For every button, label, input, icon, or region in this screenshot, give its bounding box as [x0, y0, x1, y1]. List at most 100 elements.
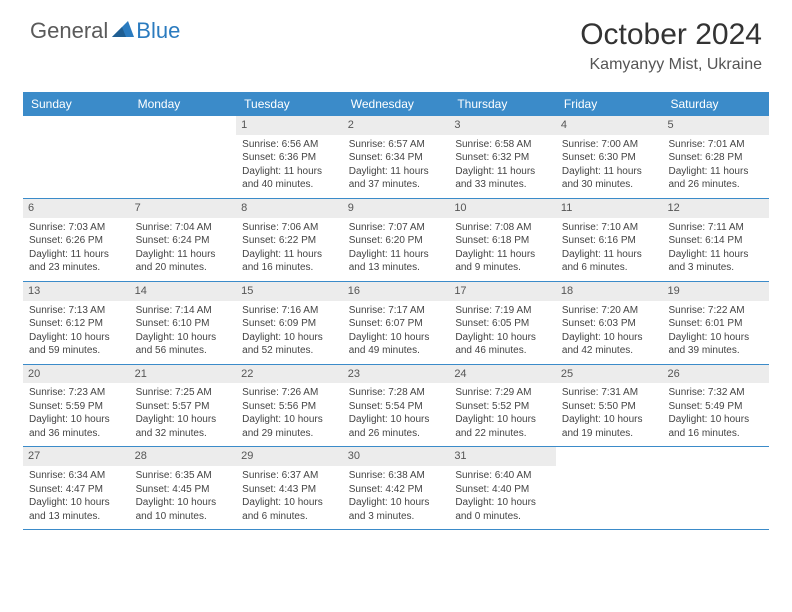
daylight-text: Daylight: 10 hours and 26 minutes. — [349, 413, 444, 440]
weekday-label: Sunday — [23, 92, 130, 116]
sunrise-text: Sunrise: 7:25 AM — [136, 386, 231, 400]
day-number: 9 — [343, 199, 450, 218]
sunrise-text: Sunrise: 7:11 AM — [668, 221, 763, 235]
day-cell: 1 Sunrise: 6:56 AMSunset: 6:36 PMDaylight… — [236, 116, 343, 198]
sunset-text: Sunset: 4:40 PM — [455, 483, 550, 497]
daylight-text: Daylight: 11 hours and 9 minutes. — [455, 248, 550, 275]
day-number: 5 — [662, 116, 769, 135]
weekday-label: Wednesday — [343, 92, 450, 116]
day-cell — [23, 116, 130, 198]
calendar: Sunday Monday Tuesday Wednesday Thursday… — [23, 92, 769, 530]
sunset-text: Sunset: 6:22 PM — [242, 234, 337, 248]
sunset-text: Sunset: 6:16 PM — [562, 234, 657, 248]
week-row: 27Sunrise: 6:34 AMSunset: 4:47 PMDayligh… — [23, 447, 769, 530]
sunset-text: Sunset: 6:09 PM — [242, 317, 337, 331]
sunset-text: Sunset: 6:12 PM — [29, 317, 124, 331]
sunrise-text: Sunrise: 7:14 AM — [136, 304, 231, 318]
sunrise-text: Sunrise: 6:34 AM — [29, 469, 124, 483]
week-row: 6Sunrise: 7:03 AMSunset: 6:26 PMDaylight… — [23, 199, 769, 282]
sunset-text: Sunset: 6:18 PM — [455, 234, 550, 248]
sunrise-text: Sunrise: 7:28 AM — [349, 386, 444, 400]
day-number: 22 — [236, 365, 343, 384]
daylight-text: Daylight: 10 hours and 56 minutes. — [136, 331, 231, 358]
sunrise-text: Sunrise: 6:38 AM — [349, 469, 444, 483]
sunrise-text: Sunrise: 6:37 AM — [242, 469, 337, 483]
day-cell: 15Sunrise: 7:16 AMSunset: 6:09 PMDayligh… — [236, 282, 343, 364]
day-cell: 24Sunrise: 7:29 AMSunset: 5:52 PMDayligh… — [449, 365, 556, 447]
daylight-text: Daylight: 11 hours and 23 minutes. — [29, 248, 124, 275]
sunset-text: Sunset: 6:28 PM — [668, 151, 763, 165]
sunrise-text: Sunrise: 7:00 AM — [562, 138, 657, 152]
daylight-text: Daylight: 10 hours and 42 minutes. — [562, 331, 657, 358]
day-cell: 31Sunrise: 6:40 AMSunset: 4:40 PMDayligh… — [449, 447, 556, 529]
sunrise-text: Sunrise: 6:56 AM — [242, 138, 337, 152]
month-title: October 2024 — [580, 18, 762, 52]
daylight-text: Daylight: 10 hours and 39 minutes. — [668, 331, 763, 358]
daylight-text: Daylight: 11 hours and 20 minutes. — [136, 248, 231, 275]
weekday-label: Friday — [556, 92, 663, 116]
day-number: 20 — [23, 365, 130, 384]
day-number: 6 — [23, 199, 130, 218]
sunset-text: Sunset: 5:54 PM — [349, 400, 444, 414]
weekday-label: Tuesday — [236, 92, 343, 116]
daylight-text: Daylight: 10 hours and 59 minutes. — [29, 331, 124, 358]
day-cell: 20Sunrise: 7:23 AMSunset: 5:59 PMDayligh… — [23, 365, 130, 447]
daylight-text: Daylight: 11 hours and 40 minutes. — [242, 165, 337, 192]
daylight-text: Daylight: 10 hours and 13 minutes. — [29, 496, 124, 523]
sunset-text: Sunset: 6:36 PM — [242, 151, 337, 165]
sunset-text: Sunset: 5:50 PM — [562, 400, 657, 414]
day-number: 25 — [556, 365, 663, 384]
day-cell: 7Sunrise: 7:04 AMSunset: 6:24 PMDaylight… — [130, 199, 237, 281]
sunrise-text: Sunrise: 7:22 AM — [668, 304, 763, 318]
sunset-text: Sunset: 5:56 PM — [242, 400, 337, 414]
daylight-text: Daylight: 10 hours and 29 minutes. — [242, 413, 337, 440]
day-number: 8 — [236, 199, 343, 218]
logo-text-blue: Blue — [136, 18, 180, 44]
sunset-text: Sunset: 6:03 PM — [562, 317, 657, 331]
daylight-text: Daylight: 11 hours and 33 minutes. — [455, 165, 550, 192]
weekday-label: Thursday — [449, 92, 556, 116]
daylight-text: Daylight: 11 hours and 3 minutes. — [668, 248, 763, 275]
day-number: 1 — [236, 116, 343, 135]
sunset-text: Sunset: 6:34 PM — [349, 151, 444, 165]
daylight-text: Daylight: 10 hours and 22 minutes. — [455, 413, 550, 440]
weekday-header-row: Sunday Monday Tuesday Wednesday Thursday… — [23, 92, 769, 116]
day-number: 10 — [449, 199, 556, 218]
day-cell: 3Sunrise: 6:58 AMSunset: 6:32 PMDaylight… — [449, 116, 556, 198]
sunrise-text: Sunrise: 7:26 AM — [242, 386, 337, 400]
daylight-text: Daylight: 10 hours and 10 minutes. — [136, 496, 231, 523]
day-cell: 21Sunrise: 7:25 AMSunset: 5:57 PMDayligh… — [130, 365, 237, 447]
sunrise-text: Sunrise: 7:31 AM — [562, 386, 657, 400]
sunset-text: Sunset: 5:52 PM — [455, 400, 550, 414]
day-number: 7 — [130, 199, 237, 218]
daylight-text: Daylight: 10 hours and 32 minutes. — [136, 413, 231, 440]
day-number: 11 — [556, 199, 663, 218]
day-cell: 10Sunrise: 7:08 AMSunset: 6:18 PMDayligh… — [449, 199, 556, 281]
day-cell: 27Sunrise: 6:34 AMSunset: 4:47 PMDayligh… — [23, 447, 130, 529]
day-cell: 5Sunrise: 7:01 AMSunset: 6:28 PMDaylight… — [662, 116, 769, 198]
day-number: 28 — [130, 447, 237, 466]
weekday-label: Saturday — [662, 92, 769, 116]
daylight-text: Daylight: 11 hours and 6 minutes. — [562, 248, 657, 275]
sunrise-text: Sunrise: 7:23 AM — [29, 386, 124, 400]
sunrise-text: Sunrise: 7:13 AM — [29, 304, 124, 318]
sunset-text: Sunset: 5:49 PM — [668, 400, 763, 414]
day-cell: 19Sunrise: 7:22 AMSunset: 6:01 PMDayligh… — [662, 282, 769, 364]
daylight-text: Daylight: 11 hours and 13 minutes. — [349, 248, 444, 275]
sunrise-text: Sunrise: 7:17 AM — [349, 304, 444, 318]
day-cell: 26Sunrise: 7:32 AMSunset: 5:49 PMDayligh… — [662, 365, 769, 447]
day-cell: 2Sunrise: 6:57 AMSunset: 6:34 PMDaylight… — [343, 116, 450, 198]
triangle-icon — [112, 21, 134, 42]
sunrise-text: Sunrise: 6:35 AM — [136, 469, 231, 483]
day-number: 26 — [662, 365, 769, 384]
sunset-text: Sunset: 6:32 PM — [455, 151, 550, 165]
daylight-text: Daylight: 11 hours and 30 minutes. — [562, 165, 657, 192]
day-number: 13 — [23, 282, 130, 301]
day-number: 21 — [130, 365, 237, 384]
daylight-text: Daylight: 10 hours and 3 minutes. — [349, 496, 444, 523]
sunset-text: Sunset: 5:59 PM — [29, 400, 124, 414]
weekday-label: Monday — [130, 92, 237, 116]
sunrise-text: Sunrise: 7:03 AM — [29, 221, 124, 235]
sunrise-text: Sunrise: 7:06 AM — [242, 221, 337, 235]
sunset-text: Sunset: 6:14 PM — [668, 234, 763, 248]
